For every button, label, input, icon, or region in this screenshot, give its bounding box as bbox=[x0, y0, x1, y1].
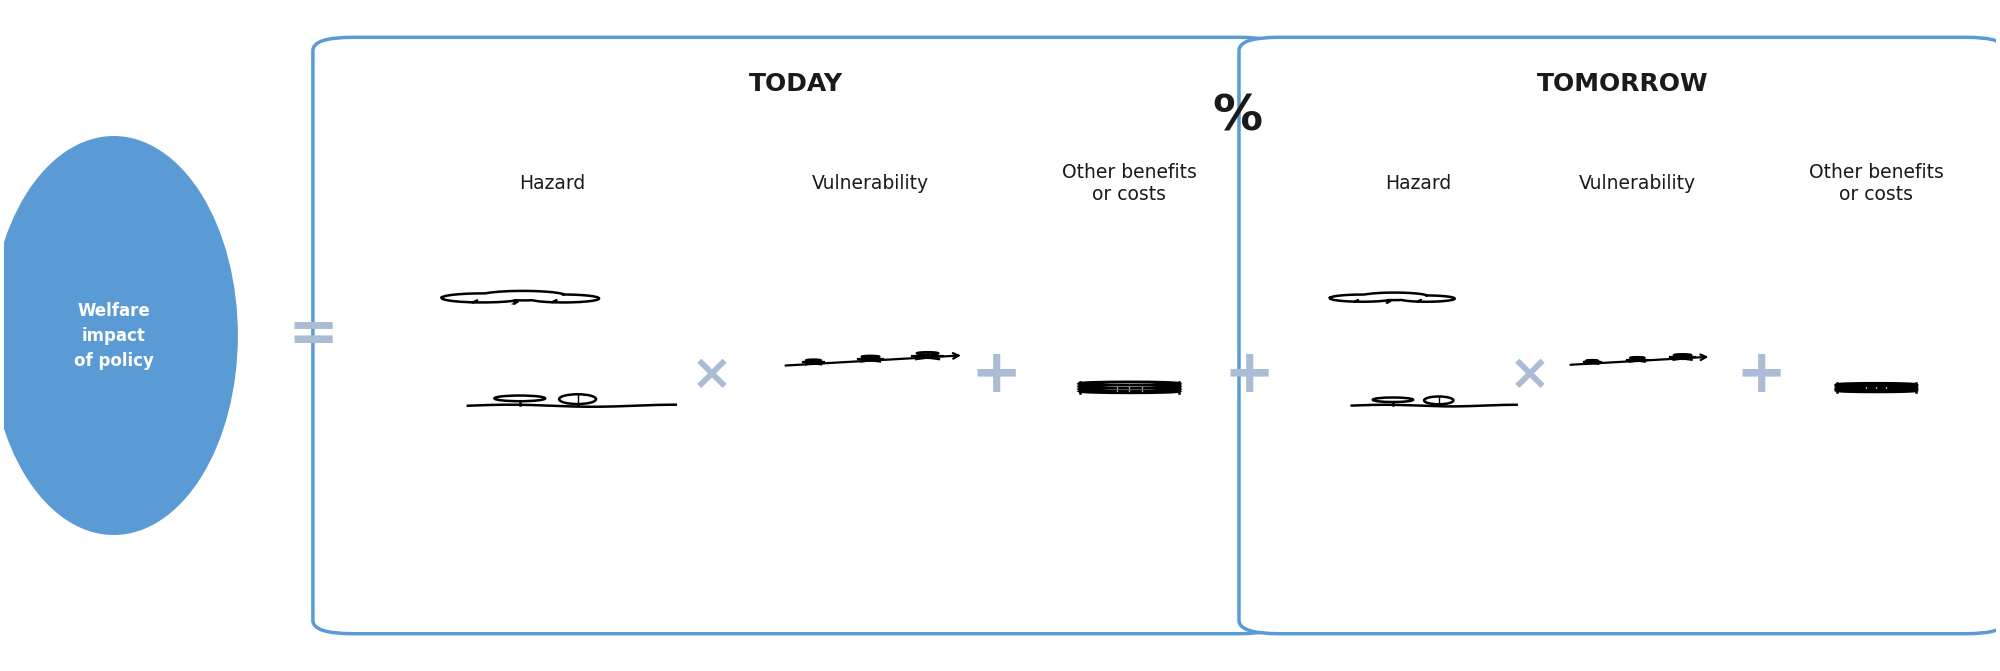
Ellipse shape bbox=[862, 356, 880, 358]
Ellipse shape bbox=[494, 395, 546, 401]
Text: TODAY: TODAY bbox=[748, 72, 842, 96]
Ellipse shape bbox=[1836, 387, 1916, 389]
Text: Vulnerability: Vulnerability bbox=[812, 174, 930, 193]
Ellipse shape bbox=[1836, 389, 1916, 391]
Text: +: + bbox=[970, 346, 1022, 405]
Text: Hazard: Hazard bbox=[518, 174, 584, 193]
Ellipse shape bbox=[916, 352, 938, 354]
Ellipse shape bbox=[1398, 295, 1454, 302]
Text: Other benefits
or costs: Other benefits or costs bbox=[1062, 162, 1196, 203]
Ellipse shape bbox=[1080, 389, 1180, 391]
Text: ×: × bbox=[1508, 351, 1550, 399]
Ellipse shape bbox=[1836, 390, 1916, 392]
Ellipse shape bbox=[1674, 354, 1692, 356]
FancyBboxPatch shape bbox=[1240, 38, 2000, 633]
Ellipse shape bbox=[0, 137, 238, 534]
Polygon shape bbox=[442, 291, 600, 303]
Ellipse shape bbox=[1836, 386, 1916, 388]
Ellipse shape bbox=[1080, 390, 1180, 393]
Text: =: = bbox=[288, 306, 338, 365]
Text: Vulnerability: Vulnerability bbox=[1578, 174, 1696, 193]
Text: +: + bbox=[1736, 346, 1786, 405]
Ellipse shape bbox=[1080, 386, 1180, 390]
Ellipse shape bbox=[1836, 384, 1916, 387]
Ellipse shape bbox=[1080, 385, 1180, 388]
FancyBboxPatch shape bbox=[312, 38, 1278, 633]
Ellipse shape bbox=[1080, 382, 1180, 384]
Ellipse shape bbox=[560, 395, 596, 404]
Text: Welfare
impact
of policy: Welfare impact of policy bbox=[74, 301, 154, 370]
Ellipse shape bbox=[1424, 397, 1454, 404]
Text: ×: × bbox=[690, 351, 732, 399]
Ellipse shape bbox=[1372, 397, 1414, 402]
Text: Other benefits
or costs: Other benefits or costs bbox=[1808, 162, 1944, 203]
Text: +: + bbox=[1224, 346, 1274, 405]
Ellipse shape bbox=[1330, 295, 1394, 302]
Ellipse shape bbox=[1586, 360, 1598, 361]
Ellipse shape bbox=[1360, 293, 1428, 300]
Ellipse shape bbox=[480, 291, 566, 301]
Ellipse shape bbox=[1080, 383, 1180, 386]
Ellipse shape bbox=[806, 360, 820, 361]
Ellipse shape bbox=[528, 295, 600, 303]
Polygon shape bbox=[1330, 293, 1454, 302]
Ellipse shape bbox=[1836, 383, 1916, 386]
Text: TOMORROW: TOMORROW bbox=[1536, 72, 1708, 96]
Ellipse shape bbox=[1630, 357, 1644, 358]
Ellipse shape bbox=[442, 293, 522, 303]
Ellipse shape bbox=[510, 304, 516, 305]
Text: Hazard: Hazard bbox=[1386, 174, 1452, 193]
Text: %: % bbox=[1212, 93, 1262, 141]
